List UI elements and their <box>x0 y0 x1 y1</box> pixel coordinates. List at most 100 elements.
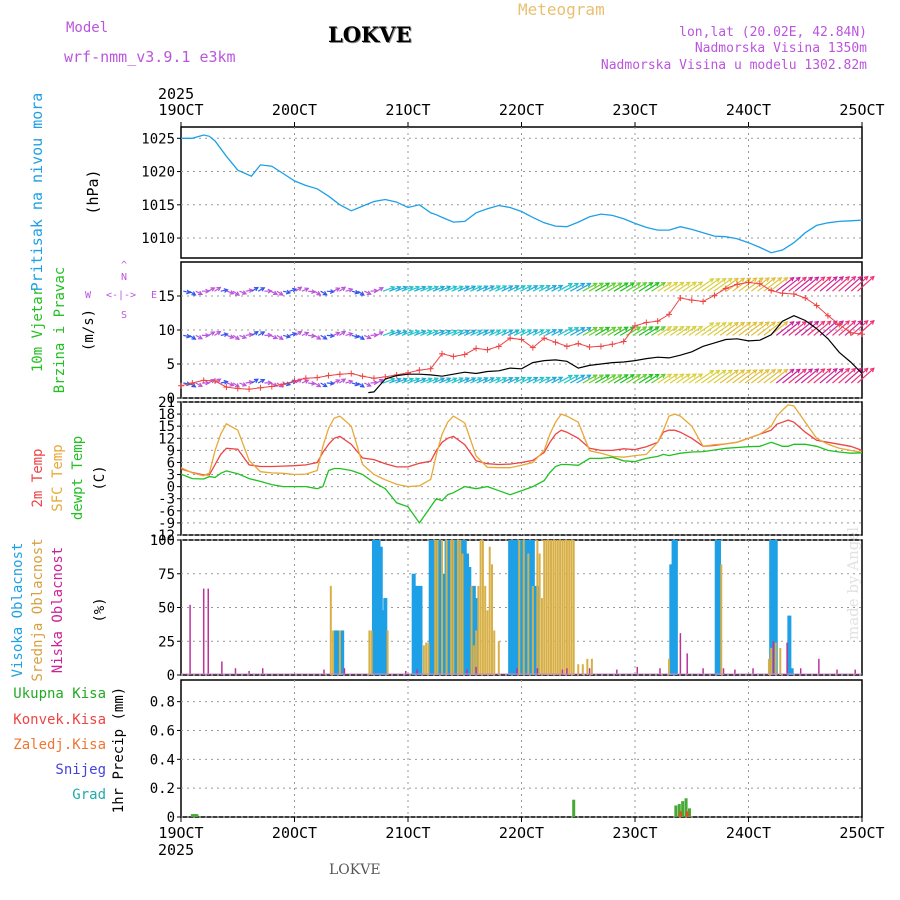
precip-frame <box>180 679 863 818</box>
wind-barb <box>676 281 691 292</box>
cloud-bar-2 <box>189 604 191 675</box>
wind-gust-marker <box>563 343 570 350</box>
wind-barb-head <box>598 282 605 288</box>
wind-barb <box>682 281 697 292</box>
cloud-bar-2 <box>772 641 775 675</box>
wind-barb-head <box>316 335 322 340</box>
wind-barb-head <box>223 332 229 338</box>
wind-barb <box>482 329 495 336</box>
wind-barb-head <box>539 376 545 382</box>
precip-bar-0 <box>684 798 688 817</box>
cloud-bar-0 <box>769 540 774 675</box>
wind-barb-head <box>648 373 654 379</box>
wind-barb <box>750 369 770 384</box>
wind-barb <box>694 370 714 384</box>
cloud-bar-1 <box>720 564 723 675</box>
x-tick-label-bottom: 22OCT <box>499 824 544 842</box>
cloud-bar-0 <box>465 553 470 675</box>
wind-barb-head <box>210 331 216 336</box>
cloud-bar-0 <box>411 573 416 675</box>
wind-barb <box>545 376 557 384</box>
wind-barb-head <box>408 377 415 383</box>
wind-barb-head <box>740 277 746 283</box>
pressure-ytick-label: 1010 <box>141 231 175 247</box>
wind-barb <box>613 374 629 384</box>
cloud-bar-0 <box>789 668 794 675</box>
meteogram-title: Meteogram <box>518 0 605 19</box>
wind-barb-head <box>752 277 758 283</box>
wind-barb-head <box>636 282 642 287</box>
wind-compass-arrow: <-|-> <box>106 290 136 301</box>
wind-barb-head <box>832 368 838 373</box>
wind-barb-head <box>832 276 838 281</box>
cloud-bar-1 <box>493 630 496 675</box>
cloud-bar-1 <box>497 641 500 675</box>
wind-ytick-label: 5 <box>167 357 175 373</box>
wind-barb-head <box>197 382 204 387</box>
wind-barb-head <box>527 376 533 382</box>
precip-bar-0 <box>674 805 678 817</box>
wind-barb-head <box>427 329 433 335</box>
wind-barb-head <box>477 285 483 290</box>
wind-barb <box>470 377 482 384</box>
wind-gust-marker <box>813 302 820 309</box>
wind-barb <box>407 378 420 384</box>
wind-barb-head <box>698 325 704 331</box>
wind-label-0: 10m Vjetar <box>30 288 46 372</box>
wind-gust-marker <box>507 335 514 342</box>
cloud-bar-0 <box>383 598 388 675</box>
wind-barb-head <box>771 368 777 374</box>
wind-barb-head <box>322 335 328 340</box>
wind-barb-head <box>354 289 360 295</box>
wind-barb <box>719 369 739 384</box>
wind-barb <box>713 369 733 384</box>
wind-barb-head <box>709 369 715 375</box>
wind-barb-head <box>642 282 648 287</box>
wind-barb-head <box>471 377 477 382</box>
wind-barb-head <box>421 285 427 291</box>
cloud-bar-1 <box>547 540 550 675</box>
wind-barb-head <box>574 282 580 288</box>
wind-barb-head <box>863 367 869 373</box>
wind-barb-head <box>764 369 770 374</box>
precip-bar-0 <box>687 808 691 817</box>
wind-barb <box>526 285 538 292</box>
wind-barb-head <box>820 368 826 373</box>
precip-bar-0 <box>677 804 681 817</box>
wind-barb <box>445 285 457 292</box>
wind-barb <box>557 374 573 384</box>
wind-barb-head <box>838 320 844 326</box>
wind-barb <box>538 329 551 336</box>
cloud-bar-0 <box>418 585 423 675</box>
wind-barb-head <box>197 290 204 296</box>
precip-bar-0 <box>195 814 199 817</box>
wind-barb-head <box>545 376 551 382</box>
wind-barb <box>588 374 604 384</box>
wind-barb-head <box>709 278 715 283</box>
wind-barb-head <box>390 377 396 383</box>
x-tick-label-top: 20OCT <box>272 101 317 119</box>
wind-barb <box>694 278 714 292</box>
wind-barb <box>663 326 678 336</box>
wind-barb <box>507 377 519 384</box>
temp-label-sfc: SFC Temp <box>50 444 66 511</box>
x-tick-label-bottom: 24OCT <box>726 824 771 842</box>
wind-barb-head <box>335 379 341 384</box>
wind-barb <box>432 286 445 292</box>
wind-barb-head <box>863 275 869 281</box>
wind-barb <box>676 373 691 384</box>
wind-barb <box>401 330 414 336</box>
wind-barb <box>707 278 727 292</box>
wind-barb <box>520 377 532 384</box>
wind-barb-head <box>642 373 648 379</box>
cloud-bar-1 <box>441 540 444 675</box>
wind-label-1: Brzina i Pravac <box>52 267 68 393</box>
wind-barb-head <box>186 333 192 339</box>
wind-gust-marker <box>370 375 377 382</box>
cloud-bar-0 <box>528 540 533 675</box>
wind-barb <box>613 282 629 292</box>
wind-barb <box>838 276 856 292</box>
wind-barb-head <box>727 321 733 327</box>
wind-barb-head <box>421 377 427 383</box>
model-name: wrf-nmm_v3.9.1 e3km <box>64 48 236 66</box>
